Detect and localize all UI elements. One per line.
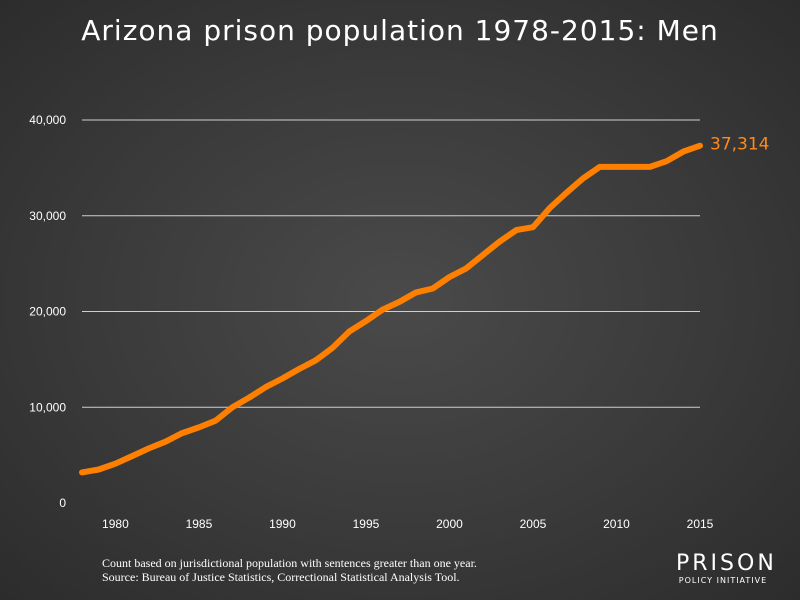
x-tick-label: 2000 <box>436 517 463 531</box>
y-tick-label: 0 <box>59 496 66 510</box>
footnote: Count based on jurisdictional population… <box>102 556 477 584</box>
series-line <box>79 142 703 476</box>
end-value-label: 37,314 <box>710 135 769 155</box>
y-tick-label: 20,000 <box>29 305 66 319</box>
logo-line-1: PRISON <box>676 551 777 576</box>
footnote-line-2: Source: Bureau of Justice Statistics, Co… <box>102 570 460 584</box>
y-tick-label: 10,000 <box>29 400 66 414</box>
gridlines <box>82 119 700 408</box>
x-tick-label: 1995 <box>353 517 380 531</box>
x-tick-label: 2015 <box>687 517 714 531</box>
chart-title: Arizona prison population 1978-2015: Men <box>81 14 719 47</box>
end-label-group: 37,314 <box>710 135 769 155</box>
prison-policy-initiative-logo: PRISON POLICY INITIATIVE <box>676 551 777 586</box>
x-tick-label: 1990 <box>269 517 296 531</box>
footnote-line-1: Count based on jurisdictional population… <box>102 556 477 570</box>
y-tick-label: 30,000 <box>29 209 66 223</box>
logo-line-2: POLICY INITIATIVE <box>678 576 768 585</box>
x-axis-tick-labels: 1980 1985 1990 1995 2000 2005 2010 2015 <box>102 517 714 531</box>
series-group <box>79 142 703 476</box>
x-tick-label: 2010 <box>603 517 630 531</box>
x-tick-label: 1985 <box>186 517 213 531</box>
x-tick-label: 2005 <box>520 517 547 531</box>
y-tick-label: 40,000 <box>29 113 66 127</box>
x-tick-label: 1980 <box>102 517 129 531</box>
y-axis-tick-labels: 0 10,000 20,000 30,000 40,000 <box>29 113 66 510</box>
